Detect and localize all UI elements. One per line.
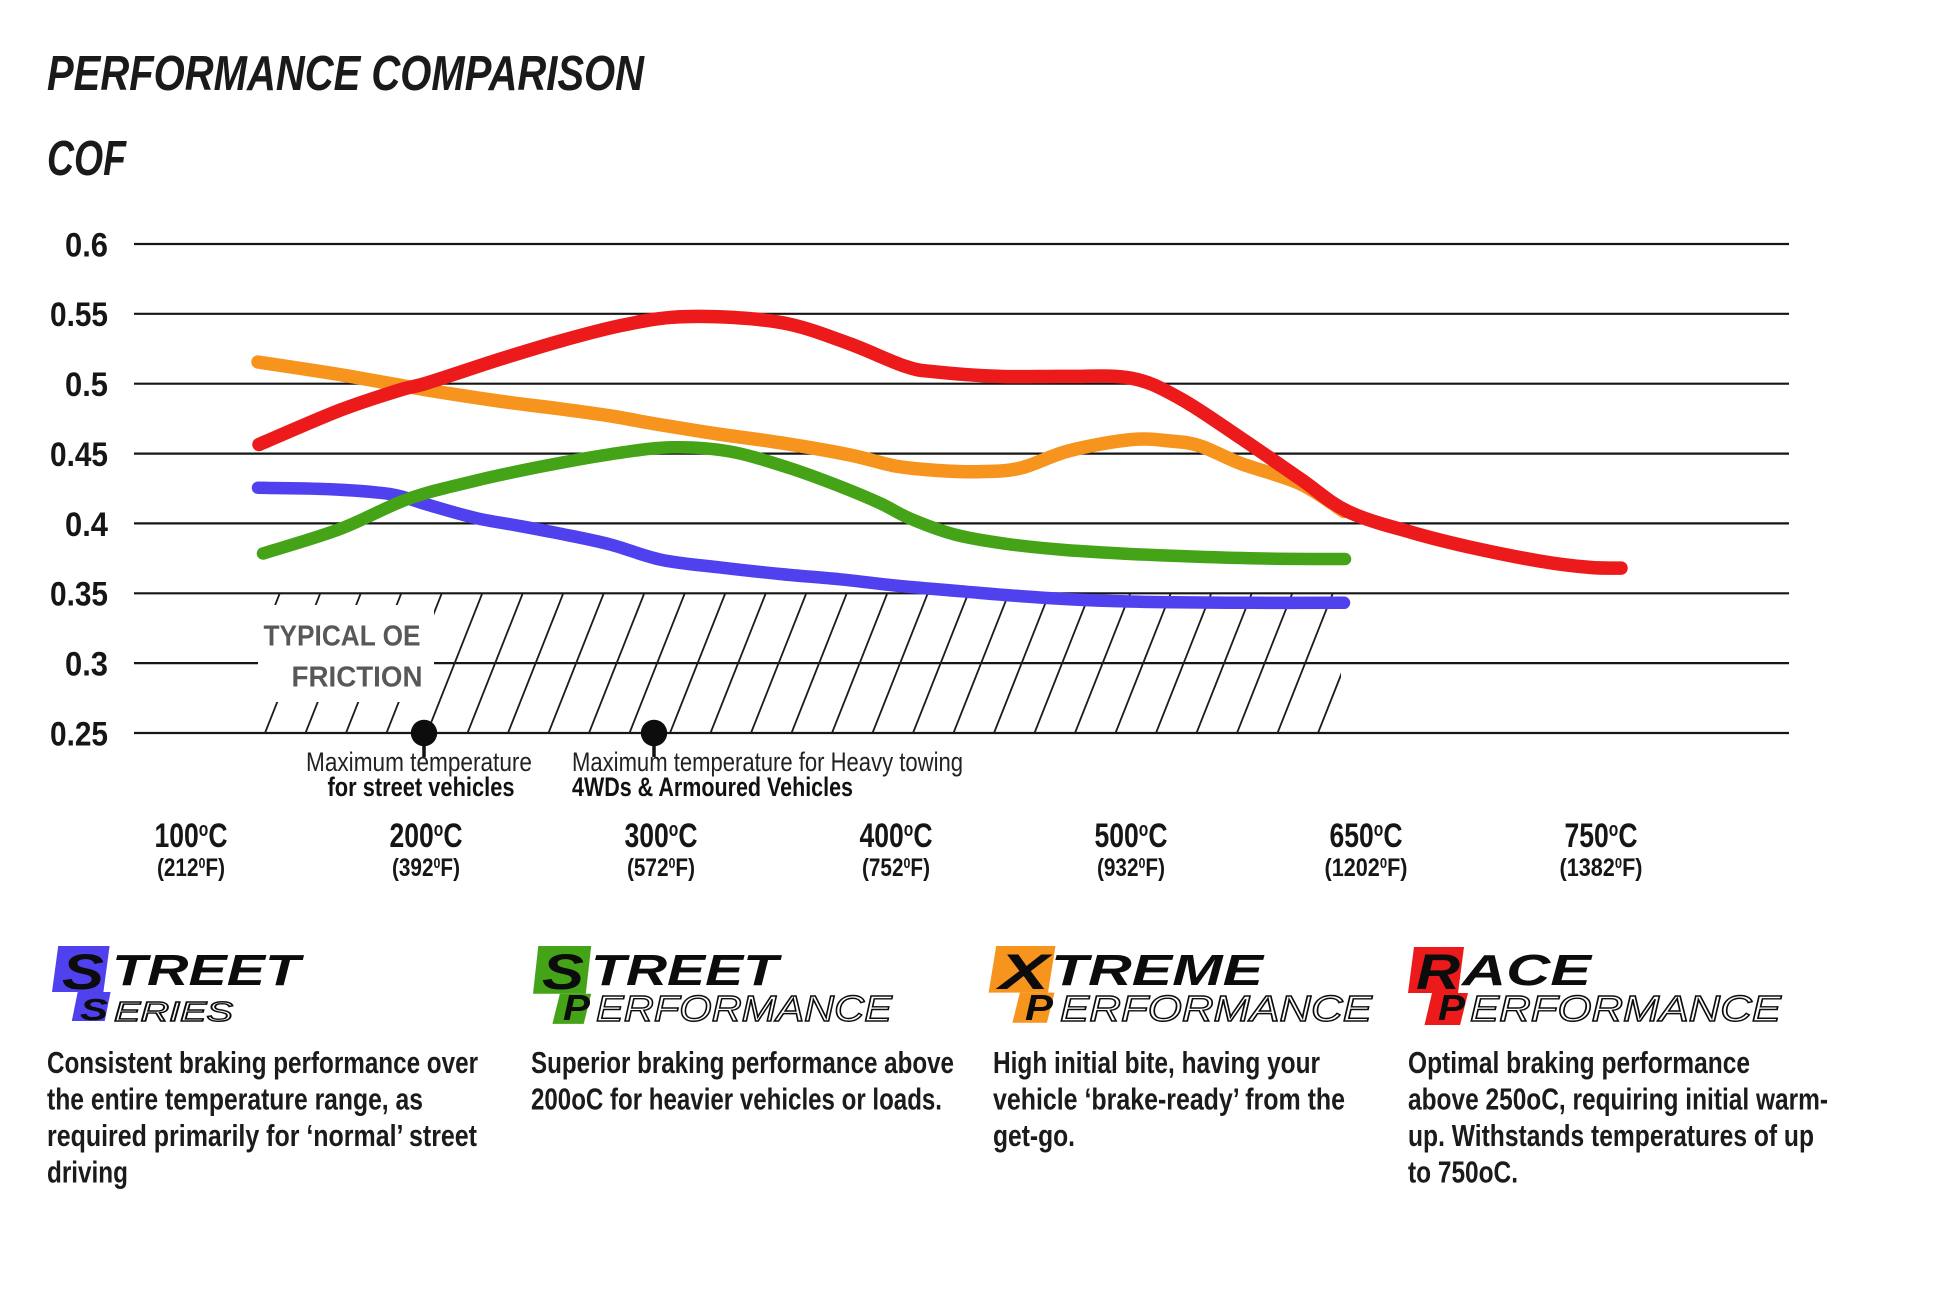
svg-text:TYPICAL OE: TYPICAL OE	[264, 621, 421, 653]
svg-text:(9320F): (9320F)	[1097, 854, 1165, 882]
svg-text:0.55: 0.55	[50, 296, 108, 334]
svg-text:Consistent braking performance: Consistent braking performance over	[47, 1045, 478, 1080]
svg-text:0.3: 0.3	[65, 646, 108, 684]
svg-text:0.5: 0.5	[65, 366, 108, 404]
svg-text:ERIES: ERIES	[114, 996, 233, 1027]
svg-text:ERFORMANCE: ERFORMANCE	[596, 988, 893, 1029]
svg-text:S: S	[62, 944, 104, 1000]
svg-text:0.45: 0.45	[50, 436, 108, 474]
svg-text:COF: COF	[47, 132, 127, 186]
svg-text:ERFORMANCE: ERFORMANCE	[1470, 988, 1782, 1029]
svg-text:(3920F): (3920F)	[392, 854, 460, 882]
svg-text:High initial bite, having your: High initial bite, having your	[993, 1045, 1320, 1080]
svg-text:P: P	[563, 987, 591, 1028]
svg-text:0.4: 0.4	[65, 506, 108, 544]
svg-text:Maximum temperature for Heavy: Maximum temperature for Heavy towing	[572, 747, 963, 777]
svg-text:the entire temperature range,: the entire temperature range, as	[47, 1082, 423, 1117]
svg-text:PERFORMANCE COMPARISON: PERFORMANCE COMPARISON	[47, 47, 645, 101]
svg-text:driving: driving	[47, 1155, 128, 1190]
svg-text:P: P	[1025, 987, 1054, 1028]
svg-text:0.6: 0.6	[65, 226, 108, 264]
svg-text:ERFORMANCE: ERFORMANCE	[1060, 988, 1373, 1029]
svg-text:S: S	[542, 944, 584, 1000]
svg-text:up. Withstands temperatures of: up. Withstands temperatures of up	[1408, 1118, 1814, 1153]
svg-text:(12020F): (12020F)	[1325, 854, 1408, 882]
svg-text:650oC: 650oC	[1330, 817, 1403, 855]
svg-text:FRICTION: FRICTION	[292, 662, 423, 694]
svg-text:get-go.: get-go.	[993, 1118, 1075, 1153]
svg-text:100oC: 100oC	[155, 817, 228, 855]
svg-text:for street vehicles: for street vehicles	[328, 772, 515, 802]
svg-text:200oC for heavier vehicles or: 200oC for heavier vehicles or loads.	[531, 1082, 942, 1117]
svg-text:(5720F): (5720F)	[627, 854, 695, 882]
svg-text:above 250oC, requiring initial: above 250oC, requiring initial warm-	[1408, 1082, 1828, 1117]
svg-text:vehicle ‘brake-ready’ from the: vehicle ‘brake-ready’ from the	[993, 1082, 1345, 1117]
svg-text:(2120F): (2120F)	[157, 854, 225, 882]
svg-text:TREET: TREET	[112, 946, 304, 995]
svg-text:400oC: 400oC	[860, 817, 933, 855]
svg-text:(13820F): (13820F)	[1560, 854, 1643, 882]
svg-text:750oC: 750oC	[1565, 817, 1638, 855]
svg-text:ACE: ACE	[1461, 946, 1594, 995]
svg-text:X: X	[995, 944, 1053, 1000]
svg-text:R: R	[1416, 944, 1460, 1000]
svg-text:Optimal braking performance: Optimal braking performance	[1408, 1045, 1750, 1080]
svg-text:to 750oC.: to 750oC.	[1408, 1155, 1518, 1190]
svg-text:(7520F): (7520F)	[862, 854, 930, 882]
svg-text:500oC: 500oC	[1095, 817, 1168, 855]
svg-text:Maximum temperature: Maximum temperature	[306, 747, 532, 777]
svg-text:TREME: TREME	[1051, 946, 1265, 995]
svg-text:0.25: 0.25	[50, 715, 108, 753]
svg-text:required primarily for ‘normal: required primarily for ‘normal’ street	[47, 1118, 477, 1153]
svg-text:0.35: 0.35	[50, 576, 108, 614]
svg-text:300oC: 300oC	[625, 817, 698, 855]
svg-text:TREET: TREET	[591, 946, 782, 995]
svg-text:200oC: 200oC	[390, 817, 463, 855]
svg-text:S: S	[80, 992, 108, 1027]
svg-text:P: P	[1438, 987, 1466, 1028]
svg-text:4WDs & Armoured Vehicles: 4WDs & Armoured Vehicles	[572, 772, 853, 802]
svg-text:Superior braking performance a: Superior braking performance above	[531, 1045, 954, 1080]
